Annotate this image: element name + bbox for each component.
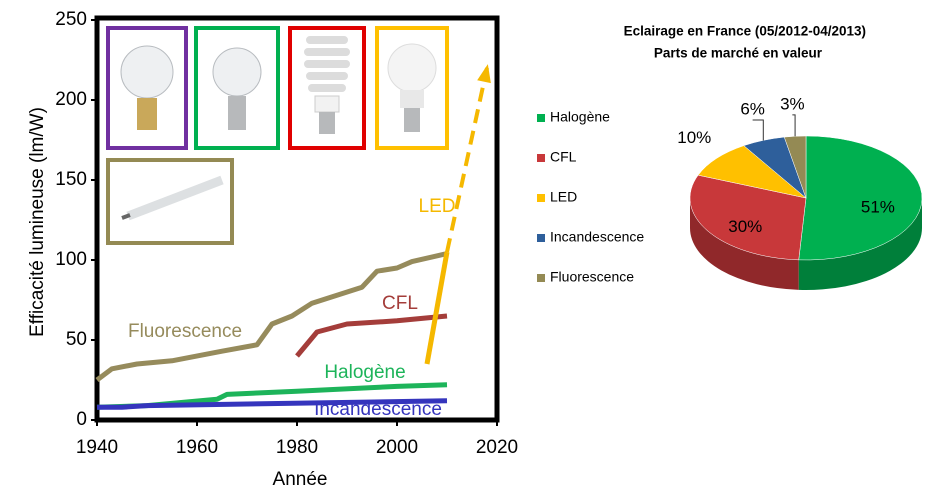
- bulb-base: [319, 112, 335, 134]
- value-label: 10%: [677, 128, 711, 147]
- x-tick-label: 1980: [276, 437, 318, 458]
- legend-swatch: [537, 234, 545, 242]
- bulb-base: [228, 96, 246, 130]
- x-tick-label: 1960: [176, 437, 218, 458]
- y-tick-label: 200: [55, 89, 87, 110]
- page: Eclairage en France (05/2012-04/2013) Pa…: [0, 0, 925, 495]
- series-label: CFL: [382, 293, 418, 314]
- legend-label: Halogène: [550, 109, 610, 125]
- legend-swatch: [537, 194, 545, 202]
- x-tick-label: 2020: [476, 437, 518, 458]
- projection-line: [447, 68, 487, 252]
- value-label: 3%: [780, 94, 805, 113]
- legend-label: CFL: [550, 149, 577, 165]
- y-tick-label: 100: [55, 249, 87, 270]
- bulb: [388, 44, 436, 92]
- bulb: [213, 48, 261, 96]
- legend-swatch: [537, 154, 545, 162]
- y-tick-label: 50: [66, 329, 87, 350]
- value-label: 30%: [728, 217, 762, 236]
- y-axis-label: Efficacité lumineuse (lm/W): [27, 107, 48, 337]
- legend-swatch: [537, 114, 545, 122]
- pie-title: Eclairage en France (05/2012-04/2013): [624, 24, 866, 39]
- leader-line: [792, 115, 795, 136]
- series-line: [427, 252, 447, 364]
- series-label: Halogène: [324, 362, 405, 383]
- value-label: 6%: [740, 99, 765, 118]
- bulb-body: [400, 90, 424, 108]
- y-tick-label: 250: [55, 9, 87, 30]
- y-tick-label: 150: [55, 169, 87, 190]
- arrowhead: [477, 64, 491, 83]
- x-tick-label: 2000: [376, 437, 418, 458]
- tube-end: [122, 215, 130, 218]
- legend-label: Fluorescence: [550, 269, 634, 285]
- bulb-base: [137, 98, 157, 130]
- legend-swatch: [537, 274, 545, 282]
- photos: [108, 28, 447, 243]
- series-label: Fluorescence: [128, 321, 242, 342]
- leader-line: [753, 120, 764, 140]
- pie-subtitle: Parts de marché en valeur: [654, 46, 823, 61]
- series-label: LED: [419, 196, 456, 217]
- series-line: [297, 316, 447, 356]
- x-tick-label: 1940: [76, 437, 118, 458]
- series-label: Incandescence: [314, 399, 442, 420]
- y-tick-label: 0: [76, 409, 87, 430]
- bulb-body: [315, 96, 339, 112]
- value-label: 51%: [861, 198, 895, 217]
- legend-label: Incandescence: [550, 229, 644, 245]
- bulb-base: [404, 108, 420, 132]
- legend-label: LED: [550, 189, 577, 205]
- x-axis-label: Année: [273, 469, 328, 490]
- bulb: [121, 46, 173, 98]
